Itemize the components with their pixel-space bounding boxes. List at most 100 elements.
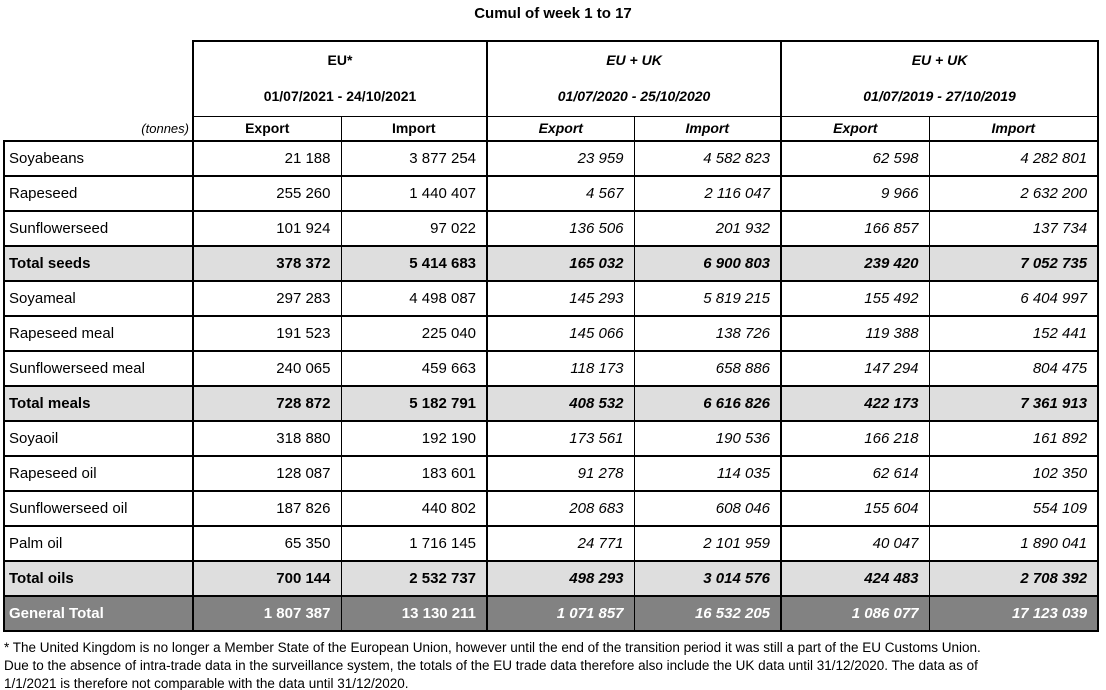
table-row: Soyabeans 21 188 3 877 254 23 959 4 582 823 6…	[3, 140, 1100, 177]
table-row: Rapeseed oil 128 087 183 601 91 278 114 035 6…	[3, 455, 1100, 492]
value-cell: 1 807 387	[192, 595, 342, 632]
corner-cell	[4, 41, 193, 116]
table-row: Sunflowerseed meal 240 065 459 663 118 173 6…	[3, 350, 1100, 387]
value-cell: 2 116 047	[633, 175, 783, 212]
value-cell: 166 218	[780, 420, 930, 457]
value-cell: 6 404 997	[928, 280, 1100, 317]
row-label: Total seeds	[3, 245, 194, 282]
value-cell: 608 046	[633, 490, 783, 527]
value-cell: 255 260	[192, 175, 342, 212]
value-cell: 136 506	[486, 210, 635, 247]
value-cell: 24 771	[486, 525, 635, 562]
value-cell: 408 532	[486, 385, 635, 422]
value-cell: 1 440 407	[340, 175, 489, 212]
value-cell: 1 890 041	[928, 525, 1100, 562]
value-cell: 225 040	[340, 315, 489, 352]
value-cell: 114 035	[633, 455, 783, 492]
value-cell: 155 604	[780, 490, 930, 527]
page-title: Cumul of week 1 to 17	[474, 5, 632, 22]
footnote-line: * The United Kingdom is no longer a Memb…	[4, 640, 981, 655]
value-cell: 137 734	[928, 210, 1100, 247]
table-row: Rapeseed meal 191 523 225 040 145 066 138 72…	[3, 315, 1100, 352]
value-cell: 4 582 823	[633, 140, 783, 177]
value-cell: 91 278	[486, 455, 635, 492]
value-cell: 65 350	[192, 525, 342, 562]
column-group-eu-uk-2020: EU + UK 01/07/2020 - 25/10/2020	[486, 40, 783, 117]
row-label: Total meals	[3, 385, 194, 422]
value-cell: 40 047	[780, 525, 930, 562]
subtotal-row: Total oils 700 144 2 532 737 498 293 3 014 5…	[3, 560, 1100, 597]
group-period: 01/07/2021 - 24/10/2021	[263, 88, 417, 104]
value-cell: 459 663	[340, 350, 489, 387]
value-cell: 2 632 200	[928, 175, 1100, 212]
sub-header-row: (tonnes) Export Import Export Import Exp…	[4, 115, 1100, 142]
row-label: Soyameal	[3, 280, 194, 317]
group-period: 01/07/2019 - 27/10/2019	[863, 88, 1016, 104]
header-export-euuk-2020: Export	[486, 115, 635, 142]
row-label: Rapeseed	[3, 175, 194, 212]
value-cell: 128 087	[192, 455, 342, 492]
value-cell: 152 441	[928, 315, 1100, 352]
footnote-line: Due to the absence of intra-trade data i…	[4, 658, 978, 674]
group-name: EU + UK	[606, 52, 662, 68]
row-label: Rapeseed meal	[3, 315, 194, 352]
value-cell: 297 283	[192, 280, 342, 317]
header-import-eu: Import	[340, 115, 489, 142]
value-cell: 7 361 913	[928, 385, 1100, 422]
value-cell: 62 598	[780, 140, 930, 177]
row-label: Rapeseed oil	[3, 455, 194, 492]
value-cell: 728 872	[192, 385, 342, 422]
value-cell: 187 826	[192, 490, 342, 527]
value-cell: 208 683	[486, 490, 635, 527]
value-cell: 4 567	[486, 175, 635, 212]
value-cell: 658 886	[633, 350, 783, 387]
row-label: Total oils	[3, 560, 194, 597]
table-body: Soyabeans 21 188 3 877 254 23 959 4 582 823 6…	[3, 140, 1100, 632]
row-label: Palm oil	[3, 525, 194, 562]
value-cell: 440 802	[340, 490, 489, 527]
value-cell: 13 130 211	[340, 595, 489, 632]
group-name: EU*	[327, 52, 353, 68]
value-cell: 378 372	[192, 245, 342, 282]
value-cell: 1 086 077	[780, 595, 930, 632]
value-cell: 17 123 039	[928, 595, 1100, 632]
value-cell: 145 066	[486, 315, 635, 352]
value-cell: 191 523	[192, 315, 342, 352]
row-label: Sunflowerseed oil	[3, 490, 194, 527]
subtotal-row: Total seeds 378 372 5 414 683 165 032 6 900 …	[3, 245, 1100, 282]
header-import-euuk-2019: Import	[928, 115, 1100, 142]
table-header: EU* 01/07/2021 - 24/10/2021 EU + UK 01/0…	[4, 40, 1100, 142]
subtotal-row: Total meals 728 872 5 182 791 408 532 6 616 …	[3, 385, 1100, 422]
value-cell: 804 475	[928, 350, 1100, 387]
value-cell: 147 294	[780, 350, 930, 387]
value-cell: 5 182 791	[340, 385, 489, 422]
table-row: Sunflowerseed 101 924 97 022 136 506 201 932…	[3, 210, 1100, 247]
table-row: Rapeseed 255 260 1 440 407 4 567 2 116 047 9 …	[3, 175, 1100, 212]
value-cell: 3 877 254	[340, 140, 489, 177]
value-cell: 201 932	[633, 210, 783, 247]
value-cell: 1 716 145	[340, 525, 489, 562]
value-cell: 9 966	[780, 175, 930, 212]
value-cell: 239 420	[780, 245, 930, 282]
table-row: Sunflowerseed oil 187 826 440 802 208 683 60…	[3, 490, 1100, 527]
value-cell: 23 959	[486, 140, 635, 177]
row-label: Soyabeans	[3, 140, 194, 177]
value-cell: 190 536	[633, 420, 783, 457]
value-cell: 6 616 826	[633, 385, 783, 422]
table-row: Soyameal 297 283 4 498 087 145 293 5 819 215…	[3, 280, 1100, 317]
value-cell: 97 022	[340, 210, 489, 247]
header-import-euuk-2020: Import	[633, 115, 783, 142]
value-cell: 155 492	[780, 280, 930, 317]
units-label: (tonnes)	[4, 116, 194, 142]
footnote-line: 1/1/2021 is therefore not comparable wit…	[4, 676, 409, 690]
grand-total-row: General Total 1 807 387 13 130 211 1 071 85…	[3, 595, 1100, 632]
column-group-eu-uk-2019: EU + UK 01/07/2019 - 27/10/2019	[780, 40, 1100, 117]
row-label: General Total	[3, 595, 194, 632]
row-label: Soyaoil	[3, 420, 194, 457]
column-group-eu: EU* 01/07/2021 - 24/10/2021	[191, 40, 489, 117]
table-row: Soyaoil 318 880 192 190 173 561 190 536 166 2…	[3, 420, 1100, 457]
value-cell: 101 924	[192, 210, 342, 247]
value-cell: 138 726	[633, 315, 783, 352]
value-cell: 118 173	[486, 350, 635, 387]
